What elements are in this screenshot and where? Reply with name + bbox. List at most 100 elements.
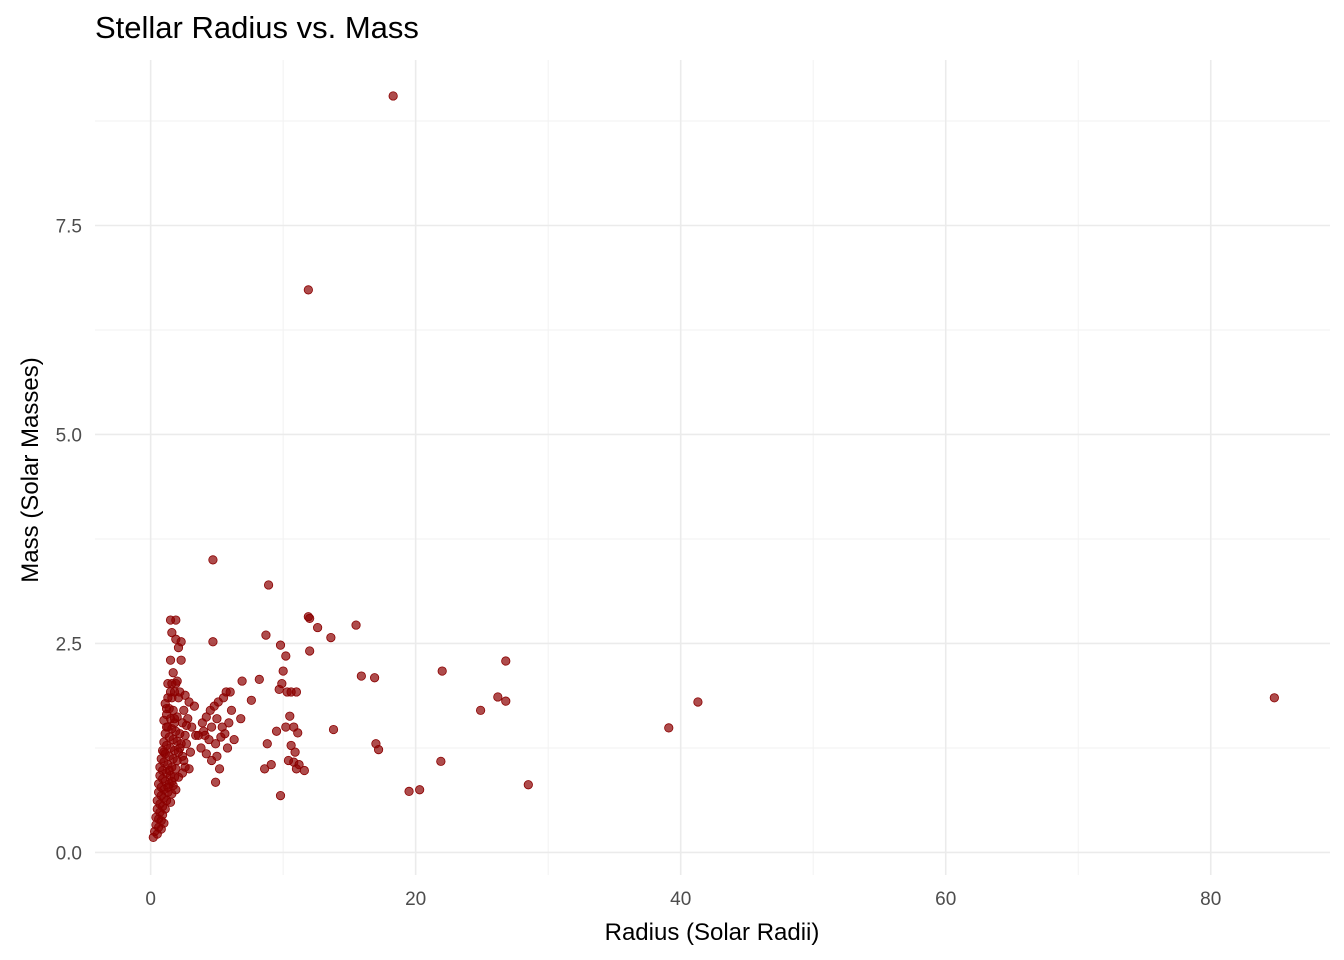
x-tick-label: 60 bbox=[935, 889, 956, 910]
data-point bbox=[351, 620, 361, 630]
data-point bbox=[207, 722, 217, 732]
data-point bbox=[404, 786, 414, 797]
data-point bbox=[236, 714, 246, 724]
data-point bbox=[286, 740, 296, 751]
chart-title: Stellar Radius vs. Mass bbox=[95, 10, 419, 45]
data-point bbox=[196, 743, 206, 753]
data-point bbox=[281, 651, 291, 661]
data-point bbox=[285, 711, 295, 721]
data-point bbox=[159, 747, 169, 757]
y-tick-label: 0.0 bbox=[56, 843, 82, 864]
data-point bbox=[171, 678, 181, 689]
data-point bbox=[262, 739, 272, 749]
data-point bbox=[305, 613, 315, 623]
data-point bbox=[164, 765, 174, 776]
data-point bbox=[167, 627, 177, 638]
data-point bbox=[171, 785, 181, 795]
data-point bbox=[261, 630, 271, 640]
minor-gridlines bbox=[95, 60, 1330, 875]
data-point bbox=[281, 722, 291, 732]
data-point bbox=[191, 730, 201, 741]
data-point bbox=[356, 671, 366, 681]
data-point bbox=[275, 790, 286, 801]
data-point bbox=[212, 714, 222, 724]
data-point bbox=[176, 637, 186, 647]
data-point bbox=[437, 666, 447, 676]
data-point bbox=[501, 656, 511, 666]
data-point bbox=[169, 714, 180, 724]
data-point bbox=[185, 747, 196, 757]
x-tick-label: 80 bbox=[1200, 889, 1221, 910]
data-point bbox=[224, 718, 234, 728]
data-point bbox=[1269, 693, 1279, 703]
data-point bbox=[201, 749, 211, 759]
data-point bbox=[415, 785, 425, 795]
data-point bbox=[199, 726, 209, 736]
data-point bbox=[501, 696, 511, 706]
data-point bbox=[254, 674, 264, 685]
data-point bbox=[693, 697, 703, 707]
data-point bbox=[291, 764, 302, 774]
data-point bbox=[197, 718, 207, 728]
data-point bbox=[373, 745, 384, 755]
data-point bbox=[303, 285, 313, 295]
data-point bbox=[189, 701, 199, 711]
data-point bbox=[328, 724, 339, 735]
data-point bbox=[217, 722, 227, 732]
data-point bbox=[278, 666, 288, 676]
data-point bbox=[179, 705, 189, 715]
data-point bbox=[163, 782, 173, 792]
data-point bbox=[388, 91, 398, 101]
data-point bbox=[177, 751, 188, 761]
y-tick-label: 5.0 bbox=[56, 425, 82, 446]
data-point bbox=[275, 640, 286, 650]
data-point bbox=[290, 747, 300, 757]
data-point bbox=[277, 678, 287, 689]
data-point bbox=[291, 687, 302, 697]
data-point bbox=[173, 772, 184, 782]
data-point bbox=[263, 580, 274, 590]
data-point bbox=[313, 622, 323, 633]
data-point bbox=[226, 705, 237, 715]
data-point bbox=[210, 739, 221, 749]
data-point bbox=[176, 655, 186, 665]
data-point bbox=[369, 673, 380, 683]
x-axis-ticks: 0 20 40 60 80 bbox=[145, 889, 1221, 910]
data-point bbox=[260, 764, 270, 774]
data-points bbox=[148, 91, 1279, 842]
data-point bbox=[271, 726, 282, 736]
data-point bbox=[210, 777, 221, 787]
data-point bbox=[171, 615, 181, 625]
data-point bbox=[180, 730, 190, 741]
data-point bbox=[214, 764, 225, 774]
data-point bbox=[208, 637, 218, 647]
data-point bbox=[664, 723, 674, 733]
data-point bbox=[208, 555, 218, 565]
y-axis-title: Mass (Solar Masses) bbox=[17, 357, 44, 582]
data-point bbox=[523, 780, 533, 790]
data-point bbox=[148, 832, 158, 842]
data-point bbox=[246, 695, 256, 705]
data-point bbox=[229, 734, 239, 745]
data-point bbox=[299, 765, 309, 776]
data-point bbox=[326, 633, 336, 643]
x-axis-title: Radius (Solar Radii) bbox=[605, 919, 820, 946]
data-point bbox=[293, 728, 303, 738]
data-point bbox=[165, 797, 176, 807]
data-point bbox=[493, 692, 503, 702]
data-point bbox=[266, 760, 276, 770]
y-axis-ticks: 0.0 2.5 5.0 7.5 bbox=[56, 217, 82, 865]
data-point bbox=[222, 743, 233, 753]
data-point bbox=[204, 734, 214, 745]
data-point bbox=[212, 751, 222, 761]
x-tick-label: 40 bbox=[670, 889, 691, 910]
x-tick-label: 0 bbox=[145, 889, 156, 910]
data-point bbox=[180, 762, 190, 772]
data-point bbox=[163, 678, 173, 689]
data-point bbox=[161, 704, 172, 714]
data-point bbox=[205, 705, 215, 715]
data-point bbox=[476, 705, 486, 715]
y-tick-label: 7.5 bbox=[56, 217, 82, 238]
major-gridlines bbox=[95, 60, 1330, 875]
